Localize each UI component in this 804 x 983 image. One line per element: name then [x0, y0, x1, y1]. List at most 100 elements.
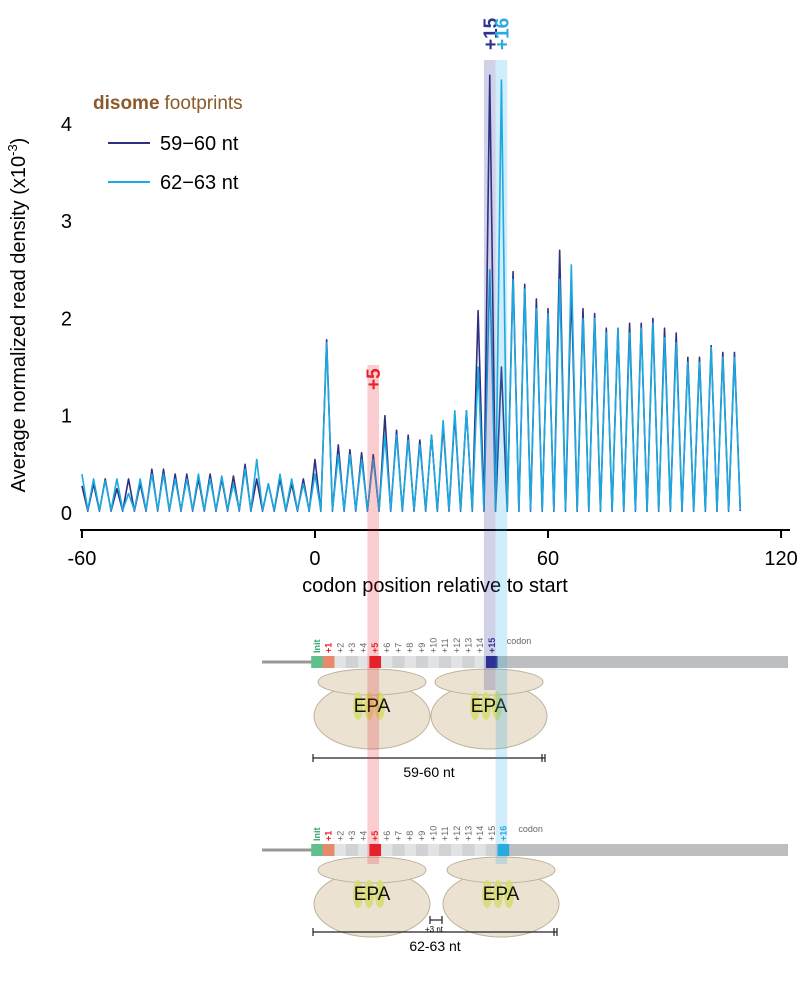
codon-label: +10 [429, 826, 439, 841]
codon-label: +12 [452, 638, 462, 653]
codon-box [416, 844, 428, 856]
codon-label: +3 [347, 831, 357, 841]
highlight-band [483, 60, 496, 690]
legend-label: 59−60 nt [160, 133, 239, 155]
highlight-label: +5 [364, 368, 385, 390]
codon-word: codon [518, 824, 543, 834]
codon-box [485, 656, 498, 668]
codon-box [485, 844, 498, 856]
codon-label: +6 [382, 831, 392, 841]
codon-box [334, 844, 347, 856]
codon-label: +12 [452, 826, 462, 841]
site-label: EPA [354, 696, 391, 717]
trna [493, 880, 503, 908]
trna [492, 692, 502, 720]
codon-label: +1 [324, 643, 334, 653]
y-label-text: ) [8, 138, 30, 145]
y-axis-label: Average normalized read density (x10-3) [5, 138, 30, 493]
codon-label: +14 [475, 638, 485, 653]
codon-label: +8 [405, 643, 415, 653]
codon-word: codon [507, 636, 532, 646]
y-tick-label: 1 [61, 406, 72, 428]
x-tick-label: 60 [537, 548, 559, 570]
x-tick-label: 0 [309, 548, 320, 570]
highlight-band [495, 60, 508, 864]
codon-label: +1 [324, 831, 334, 841]
codon-box [474, 656, 486, 668]
legend-label: 62−63 nt [160, 172, 239, 194]
trna [375, 880, 385, 908]
codon-box [497, 844, 510, 856]
codon-box [357, 656, 370, 668]
codon-box [462, 656, 475, 668]
codon-box [369, 656, 382, 668]
trna [353, 880, 363, 908]
codon-label: +16 [498, 826, 508, 841]
codon-box [357, 844, 370, 856]
codon-box [322, 844, 335, 856]
site-label: EPA [354, 884, 391, 905]
codon-label: +13 [463, 638, 473, 653]
codon-box [404, 656, 417, 668]
codon-box [427, 656, 440, 668]
codon-box [381, 844, 393, 856]
codon-label: +5 [370, 643, 380, 653]
highlight-band [367, 365, 380, 864]
codon-box [439, 656, 451, 668]
codon-label: +9 [417, 831, 427, 841]
x-axis-label: codon position relative to start [302, 575, 568, 597]
codon-box [392, 656, 405, 668]
codon-box [322, 656, 335, 668]
codon-label: +11 [440, 638, 450, 653]
trna [482, 880, 492, 908]
legend-title-bold: disome [93, 93, 160, 114]
codon-box [462, 844, 475, 856]
y-tick-label: 0 [61, 503, 72, 525]
y-tick-label: 2 [61, 308, 72, 330]
codon-label: +8 [405, 831, 415, 841]
codon-label: +9 [417, 643, 427, 653]
codon-box [439, 844, 451, 856]
site-label: EPA [483, 884, 520, 905]
trna [375, 692, 385, 720]
codon-label: +14 [475, 826, 485, 841]
trna [364, 880, 374, 908]
codon-label: +3 [347, 643, 357, 653]
series-line [81, 79, 742, 511]
codon-box [381, 656, 393, 668]
codon-label: Init [312, 640, 322, 654]
trna [470, 692, 480, 720]
highlight-label: +15 [481, 17, 502, 50]
length-label: 62-63 nt [409, 938, 460, 954]
shift-label: +3 nt [425, 925, 444, 934]
y-label-exponent: -3 [5, 144, 20, 156]
site-label: EPA [471, 696, 508, 717]
y-tick-label: 3 [61, 211, 72, 233]
codon-box [427, 844, 440, 856]
x-tick-label: -60 [67, 548, 96, 570]
length-label: 59-60 nt [403, 764, 454, 780]
codon-label: +2 [335, 831, 345, 841]
codon-label: +2 [335, 643, 345, 653]
codon-box [451, 844, 463, 856]
codon-box [346, 844, 358, 856]
codon-label: +13 [463, 826, 473, 841]
legend-title: disome footprints [93, 93, 243, 114]
codon-label: +5 [370, 831, 380, 841]
codon-box [392, 844, 405, 856]
codon-label: +7 [394, 831, 404, 841]
codon-box [346, 656, 358, 668]
x-tick-label: 120 [764, 548, 797, 570]
y-tick-label: 4 [61, 114, 72, 136]
codon-label: Init [312, 828, 322, 842]
codon-label: +7 [394, 643, 404, 653]
codon-box [416, 656, 428, 668]
trna [481, 692, 491, 720]
codon-label: +6 [382, 643, 392, 653]
codon-box [451, 656, 463, 668]
codon-label: +4 [359, 831, 369, 841]
codon-box [474, 844, 486, 856]
codon-box [311, 844, 323, 856]
legend-title-rest: footprints [165, 93, 243, 114]
